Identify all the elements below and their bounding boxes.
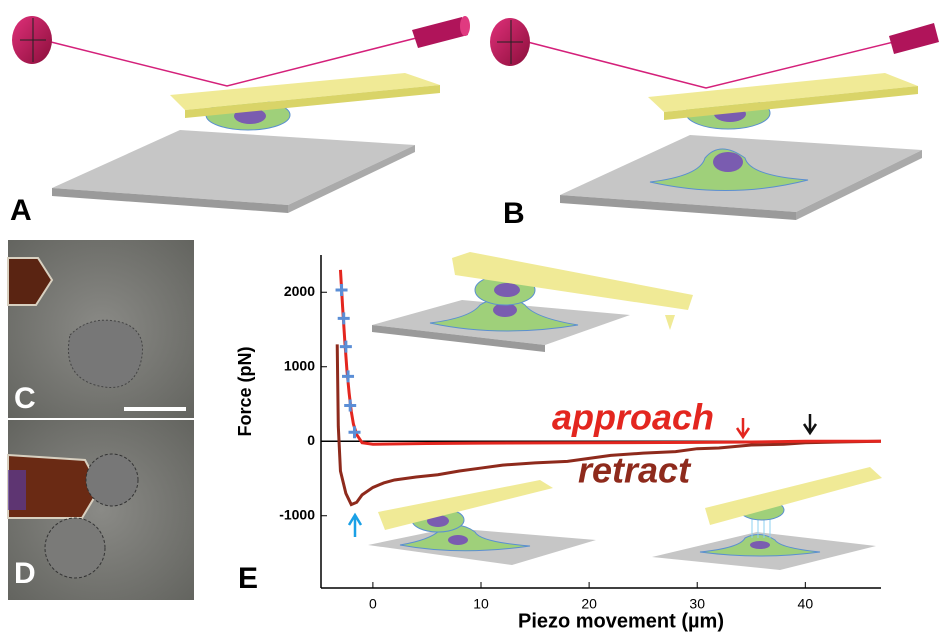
plus-marker bbox=[348, 426, 361, 439]
panel-label: D bbox=[14, 557, 36, 590]
series-line bbox=[338, 269, 881, 446]
x-tick-label: 20 bbox=[581, 596, 597, 612]
arrows bbox=[347, 414, 818, 537]
plus-marker bbox=[344, 399, 357, 412]
x-tick-label: 10 bbox=[473, 596, 489, 612]
plus-marker bbox=[339, 340, 352, 353]
series-line bbox=[335, 344, 882, 507]
plus-marker bbox=[337, 312, 350, 325]
micrograph-d bbox=[7, 420, 194, 600]
x-axis-label: Piezo movement (µm) bbox=[518, 610, 724, 632]
chart-e: -1000 0 1000 2000 0 10 20 30 40 Piezo movement (µ… bbox=[235, 255, 882, 632]
panel-label: C bbox=[14, 382, 36, 415]
y-tick-label: 2000 bbox=[284, 283, 315, 299]
panel-label: B bbox=[503, 197, 525, 230]
y-axis-label: Force (pN) bbox=[235, 346, 255, 436]
panel-label: E bbox=[238, 562, 258, 595]
inset-diagrams bbox=[368, 252, 882, 570]
x-tick-label: 30 bbox=[689, 596, 705, 612]
diagram-a bbox=[12, 16, 470, 213]
x-tick-label: 40 bbox=[798, 596, 814, 612]
micrograph-c bbox=[7, 240, 194, 418]
series-label: approach bbox=[552, 397, 714, 438]
plus-marker bbox=[335, 284, 348, 297]
y-tick-label: 1000 bbox=[284, 357, 315, 373]
y-tick-label: 0 bbox=[307, 432, 315, 448]
panel-labels: A B C D E bbox=[10, 194, 525, 595]
diagram-b bbox=[490, 18, 939, 220]
series-label: retract bbox=[578, 450, 692, 491]
x-tick-label: 0 bbox=[369, 596, 377, 612]
plus-marker bbox=[342, 370, 355, 383]
y-tick-label: -1000 bbox=[279, 506, 315, 522]
panel-label: A bbox=[10, 194, 32, 227]
